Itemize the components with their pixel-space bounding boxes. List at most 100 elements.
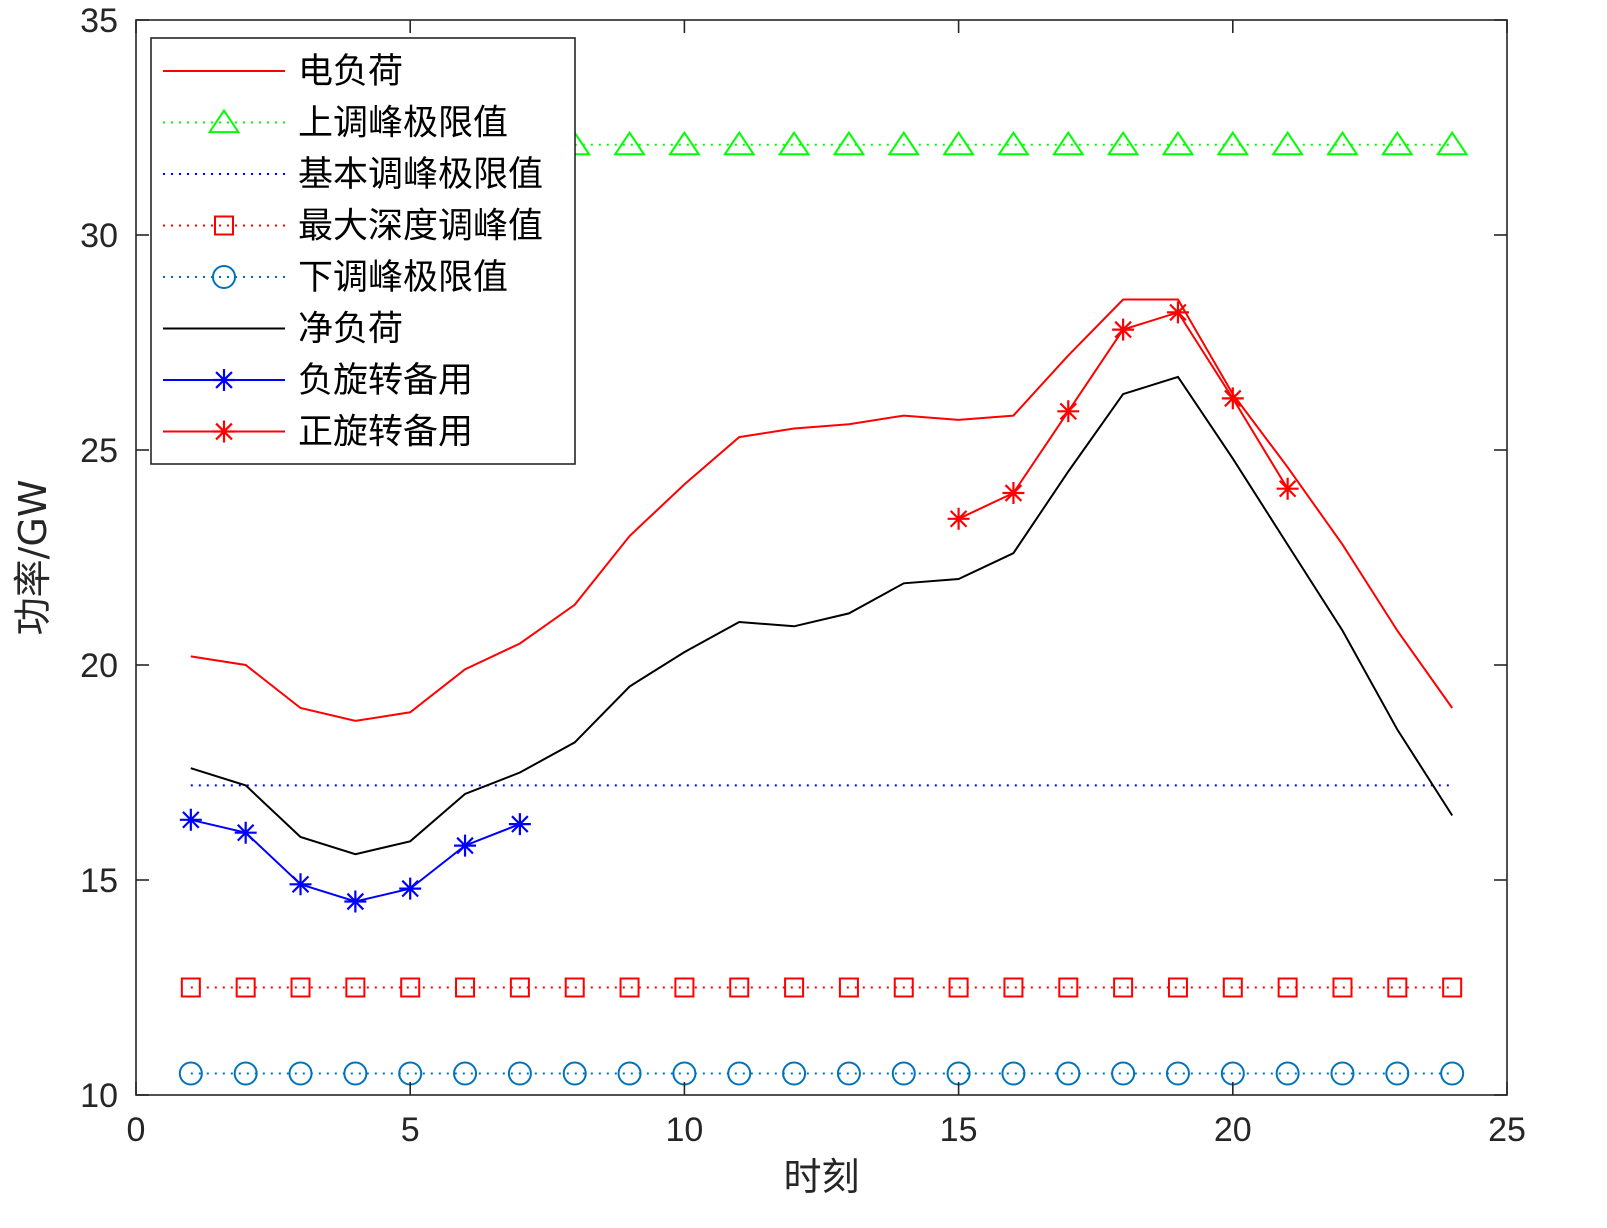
y-tick-label: 30 bbox=[80, 217, 118, 255]
series-4-point bbox=[235, 977, 256, 998]
series-5-point bbox=[398, 1061, 423, 1086]
series-5-point bbox=[507, 1061, 532, 1086]
series-7-point bbox=[508, 813, 531, 836]
series-4-point bbox=[1277, 977, 1298, 998]
series-2-point bbox=[1052, 130, 1085, 156]
legend-label: 正旋转备用 bbox=[298, 413, 473, 453]
series-5-point bbox=[288, 1061, 313, 1086]
series-2-point bbox=[1161, 130, 1195, 156]
series-8-point bbox=[1276, 477, 1299, 500]
legend-marker bbox=[214, 215, 234, 236]
series-4-point bbox=[948, 977, 969, 998]
series-5-point bbox=[727, 1061, 752, 1086]
series-8-point bbox=[1221, 387, 1244, 410]
series-7-point bbox=[399, 877, 422, 900]
series-6-line bbox=[190, 375, 1454, 856]
plot-frame bbox=[135, 19, 1508, 1096]
y-tick-label: 10 bbox=[80, 1077, 118, 1115]
series-5 bbox=[178, 1061, 1465, 1086]
series-5-point bbox=[1275, 1061, 1300, 1086]
legend-item: 负旋转备用 bbox=[163, 361, 473, 401]
axes: 0 5 10 15 20 25 10 15 20 25 30 35 bbox=[80, 2, 1526, 1149]
legend-marker bbox=[213, 369, 235, 391]
series-5-point bbox=[1056, 1061, 1081, 1086]
series-1 bbox=[190, 298, 1454, 722]
series-4-point bbox=[1113, 977, 1134, 998]
series-4-point bbox=[674, 977, 695, 998]
legend-label: 基本调峰极限值 bbox=[298, 155, 543, 195]
series-2-point bbox=[1216, 130, 1250, 156]
series-8-point bbox=[1166, 301, 1189, 324]
series-4-point bbox=[1332, 977, 1353, 998]
series-6 bbox=[190, 375, 1454, 856]
legend-item: 正旋转备用 bbox=[163, 413, 473, 453]
series-8-point bbox=[1112, 318, 1135, 341]
series-4-point bbox=[290, 977, 311, 998]
series-5-point bbox=[233, 1061, 258, 1086]
series-4-point bbox=[1387, 977, 1408, 998]
series-4-point bbox=[729, 977, 750, 998]
series-5-point bbox=[562, 1061, 587, 1086]
series-1-line bbox=[190, 298, 1454, 722]
series-2-point bbox=[668, 130, 701, 156]
legend-label: 负旋转备用 bbox=[298, 361, 473, 401]
series-7-point bbox=[179, 808, 202, 831]
series-4-point bbox=[619, 977, 640, 998]
series-5-point bbox=[672, 1061, 697, 1086]
legend: 电负荷上调峰极限值基本调峰极限值最大深度调峰值下调峰极限值净负荷负旋转备用正旋转… bbox=[150, 37, 576, 465]
series-5-point bbox=[1330, 1061, 1355, 1086]
series-5-point bbox=[1001, 1061, 1026, 1086]
series-4-point bbox=[455, 977, 476, 998]
x-tick-label: 0 bbox=[127, 1111, 146, 1149]
legend-label: 净负荷 bbox=[298, 310, 403, 350]
x-tick-label: 10 bbox=[665, 1111, 703, 1149]
y-tick-label: 25 bbox=[80, 432, 118, 470]
series-2-point bbox=[997, 130, 1030, 156]
y-axis-label: 功率/GW bbox=[11, 480, 55, 636]
series-2-point bbox=[832, 130, 866, 156]
legend-item: 净负荷 bbox=[163, 310, 403, 350]
series-4-point bbox=[180, 977, 201, 998]
legend-item: 电负荷 bbox=[163, 52, 403, 92]
series-4-point bbox=[893, 977, 914, 998]
legend-label: 下调峰极限值 bbox=[298, 258, 508, 298]
legend-marker bbox=[212, 265, 236, 289]
legend-label: 电负荷 bbox=[298, 52, 403, 92]
series-2-point bbox=[613, 130, 646, 156]
series-5-point bbox=[178, 1061, 203, 1086]
series-4-point bbox=[1003, 977, 1024, 998]
series-7-point bbox=[454, 834, 477, 857]
x-tick-label: 20 bbox=[1214, 1111, 1252, 1149]
legend-marker bbox=[213, 420, 235, 443]
series-2-point bbox=[1271, 130, 1304, 156]
series-5-point bbox=[617, 1061, 642, 1086]
series-4-point bbox=[1442, 977, 1463, 998]
series-4-point bbox=[400, 977, 421, 998]
legend-item: 下调峰极限值 bbox=[163, 258, 508, 298]
series-2-point bbox=[887, 130, 921, 156]
series-2-point bbox=[777, 130, 811, 156]
series-7-point bbox=[234, 821, 257, 844]
legend-marker bbox=[207, 108, 241, 134]
series-2-point bbox=[722, 130, 756, 156]
series-5-point bbox=[343, 1061, 368, 1086]
series-5-point bbox=[836, 1061, 861, 1086]
series-4 bbox=[180, 977, 1463, 998]
x-axis-label: 时刻 bbox=[783, 1155, 859, 1199]
legend-label: 最大深度调峰值 bbox=[298, 207, 543, 247]
legend-box bbox=[150, 37, 576, 465]
x-tick-label: 5 bbox=[401, 1111, 420, 1149]
series-4-point bbox=[1058, 977, 1079, 998]
series-4-point bbox=[564, 977, 585, 998]
series-4-point bbox=[509, 977, 530, 998]
series-4-point bbox=[838, 977, 859, 998]
x-tick-label: 15 bbox=[940, 1111, 978, 1149]
x-tick-label: 25 bbox=[1488, 1111, 1526, 1149]
series-7-point bbox=[289, 873, 312, 896]
series-2-point bbox=[1381, 130, 1414, 156]
series-2-point bbox=[1435, 130, 1469, 156]
series-8-point bbox=[1002, 482, 1025, 504]
series-5-point bbox=[782, 1061, 807, 1086]
series-7-point bbox=[344, 890, 367, 913]
series-2-point bbox=[942, 130, 975, 156]
